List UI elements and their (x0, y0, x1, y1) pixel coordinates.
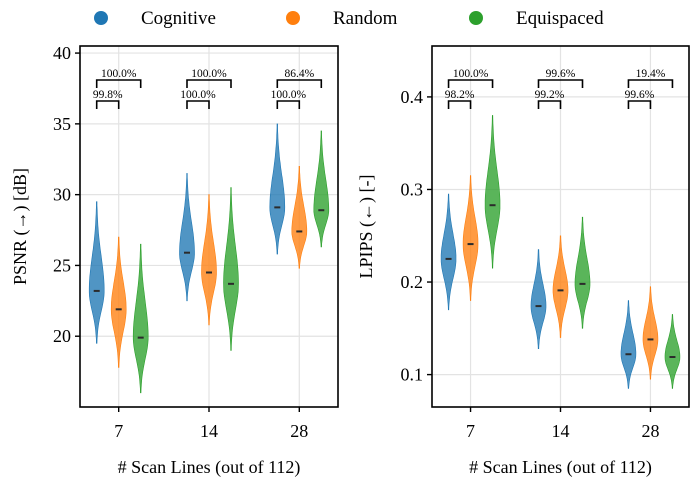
significance-bracket (537, 100, 562, 109)
significance-label: 100.0% (453, 68, 489, 80)
y-tick-label: 20 (53, 326, 71, 346)
significance-bracket (276, 79, 323, 88)
violin-equispaced-7 (484, 115, 501, 269)
violin-equispaced-7 (132, 243, 149, 394)
violin-cognitive-28 (269, 123, 286, 255)
significance-label: 86.4% (284, 68, 314, 80)
y-tick-label: 25 (53, 255, 71, 275)
legend-label-cognitive: Cognitive (141, 8, 216, 29)
y-tick-label: 0.4 (401, 87, 424, 107)
panel-psnr: 99.8% 100.0% 100.0% 100.0% 100.0% 86.4% 20 25 30… (10, 43, 339, 478)
violin-random-7 (462, 175, 479, 301)
x-axis-label: # Scan Lines (out of 112) (118, 457, 301, 478)
violin-cognitive-28 (620, 300, 637, 389)
violin-equispaced-14 (574, 216, 591, 329)
violin-cognitive-7 (88, 201, 105, 344)
y-tick-label: 40 (53, 43, 71, 63)
violin-equispaced-14 (223, 187, 239, 351)
significance-bracket (95, 100, 120, 109)
significance-bracket (186, 79, 232, 88)
x-tick-label: 14 (200, 421, 218, 441)
y-tick-label: 0.2 (401, 272, 424, 292)
y-tick-label: 35 (53, 114, 71, 134)
panels: 99.8% 100.0% 100.0% 100.0% 100.0% 86.4% 20 25 30… (10, 43, 690, 478)
significance-label: 99.6% (625, 89, 655, 101)
legend-label-equispaced: Equispaced (516, 8, 604, 29)
y-tick-label: 0.3 (401, 179, 424, 199)
significance-label: 98.2% (445, 89, 475, 101)
violin-cognitive-7 (440, 193, 457, 311)
significance-bracket (537, 79, 584, 88)
significance-label: 99.2% (535, 89, 565, 101)
x-tick-label: 28 (290, 421, 308, 441)
significance-bracket (447, 79, 494, 88)
significance-bracket (186, 100, 210, 109)
y-axis-label: PSNR (→) [dB] (10, 168, 31, 285)
legend-marker-cognitive (94, 11, 108, 25)
significance-label: 100.0% (101, 68, 137, 80)
y-tick-label: 0.1 (401, 365, 424, 385)
significance-bracket (447, 100, 472, 109)
significance-label: 100.0% (180, 89, 216, 101)
y-axis-label: LPIPS (←) [-] (356, 175, 377, 279)
significance-label: 99.6% (546, 68, 576, 80)
x-tick-label: 7 (114, 421, 123, 441)
significance-bracket (276, 100, 301, 109)
violin-random-14 (201, 194, 217, 326)
significance-label: 99.8% (93, 89, 123, 101)
violin-random-28 (642, 286, 659, 380)
violin-equispaced-28 (664, 314, 681, 389)
significance-label: 100.0% (191, 68, 227, 80)
violin-random-14 (552, 235, 569, 338)
legend-label-random: Random (333, 8, 398, 29)
x-axis-label: # Scan Lines (out of 112) (469, 457, 652, 478)
significance-bracket (627, 100, 652, 109)
x-tick-label: 28 (641, 421, 659, 441)
significance-bracket (95, 79, 142, 88)
y-tick-label: 30 (53, 185, 71, 205)
violin-equispaced-28 (313, 130, 330, 248)
legend-marker-equispaced (469, 11, 483, 25)
legend: Cognitive Random Equispaced (94, 8, 604, 29)
panel-lpips: 98.2% 100.0% 99.2% 99.6% 99.6% 19.4% 0.1 0.2 0.3… (356, 45, 690, 478)
violin-cognitive-14 (179, 173, 195, 302)
significance-bracket (627, 79, 674, 88)
violin-random-28 (291, 166, 308, 269)
x-tick-label: 7 (466, 421, 475, 441)
significance-label: 100.0% (271, 89, 307, 101)
legend-marker-random (286, 11, 300, 25)
significance-label: 19.4% (636, 68, 666, 80)
violin-cognitive-14 (530, 249, 547, 349)
violin-random-7 (110, 236, 127, 368)
x-tick-label: 14 (552, 421, 570, 441)
